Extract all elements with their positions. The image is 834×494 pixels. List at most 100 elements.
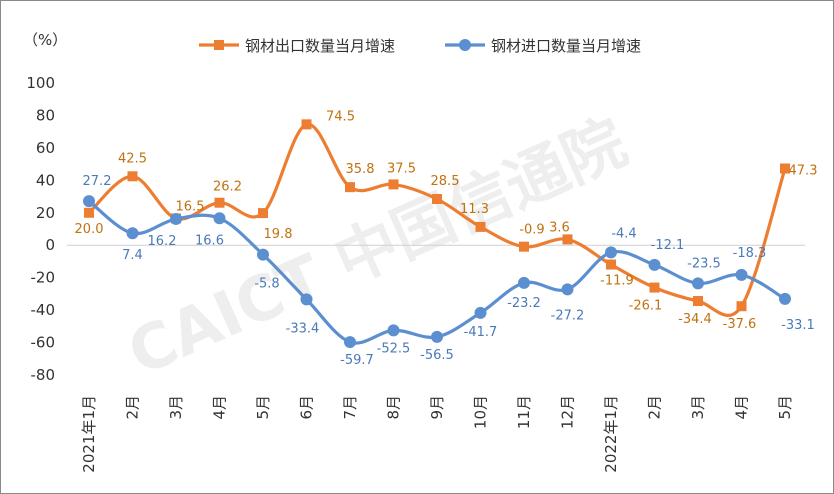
point-export — [475, 221, 486, 232]
series-import — [83, 195, 791, 349]
data-label-import: -41.7 — [464, 325, 498, 340]
point-import — [518, 276, 530, 289]
point-import — [648, 258, 661, 271]
x-axis: 2021年1月 2月 3月 4月 5月 6月 7月 8月 9月 10月 11月 12月 2022年1月 2… — [67, 244, 805, 473]
legend-marker-export — [214, 40, 224, 50]
data-label-import: -59.7 — [340, 353, 374, 368]
point-export — [562, 234, 573, 245]
data-label-import: -33.4 — [286, 321, 320, 336]
data-label-export: -11.9 — [600, 274, 634, 289]
data-label-export: -0.9 — [519, 223, 544, 238]
point-import — [779, 292, 791, 305]
data-label-export: 35.8 — [346, 162, 375, 177]
y-tick-label: -20 — [31, 269, 56, 287]
point-import — [126, 227, 139, 240]
point-import — [83, 195, 95, 208]
point-export — [214, 197, 225, 208]
data-label-import: -4.4 — [611, 226, 636, 241]
point-export — [606, 259, 616, 270]
data-label-export: -34.4 — [678, 312, 712, 327]
data-label-import: 16.6 — [195, 233, 224, 248]
data-label-export: 28.5 — [431, 174, 460, 189]
x-tick-label: 10月 — [472, 395, 490, 429]
legend-marker-import — [459, 39, 471, 51]
series-layer — [83, 119, 791, 349]
y-tick-label: 0 — [45, 236, 55, 254]
data-labels-layer: 20.0 42.5 16.5 26.2 19.8 74.5 35.8 37.5 28.511.3… — [75, 109, 818, 368]
x-tick-label: 12月 — [559, 395, 577, 429]
data-label-import: 16.2 — [148, 234, 177, 249]
data-label-import: 7.4 — [122, 248, 143, 263]
x-tick-label: 4月 — [733, 395, 751, 420]
legend-label-import: 钢材进口数量当月增速 — [491, 37, 641, 55]
x-tick-label: 2月 — [646, 395, 664, 420]
data-label-export: -26.1 — [629, 299, 663, 314]
y-axis: （%） 100 80 60 40 20 0 -20 -40 -60 -80 — [23, 31, 67, 384]
data-label-import: -52.5 — [377, 341, 411, 356]
point-export — [780, 163, 790, 174]
legend-item-export: 钢材出口数量当月增速 — [199, 37, 395, 55]
data-label-import: -56.5 — [420, 348, 454, 363]
point-export — [258, 208, 268, 219]
x-tick-label: 11月 — [515, 395, 533, 429]
x-tick-label: 8月 — [385, 395, 403, 420]
y-tick-label: 40 — [36, 171, 55, 189]
data-label-export: 3.6 — [549, 220, 570, 235]
data-label-export: 19.8 — [264, 227, 293, 242]
point-export — [736, 301, 747, 312]
y-unit-label: （%） — [23, 31, 67, 49]
point-import — [257, 248, 269, 261]
point-import — [692, 277, 704, 290]
data-label-export: 20.0 — [75, 222, 104, 237]
legend-label-export: 钢材出口数量当月增速 — [245, 37, 395, 55]
y-tick-label: -60 — [31, 334, 56, 352]
data-label-export: 16.5 — [176, 199, 205, 214]
point-export — [693, 296, 703, 307]
x-tick-label: 3月 — [689, 395, 707, 420]
data-label-export: 26.2 — [213, 180, 242, 195]
x-tick-label: 9月 — [428, 395, 446, 420]
point-import — [170, 212, 182, 225]
data-label-import: -23.5 — [687, 256, 721, 271]
data-label-import: -5.8 — [254, 277, 279, 292]
point-export — [301, 119, 312, 130]
x-tick-label: 7月 — [341, 395, 359, 420]
y-tick-label: -80 — [31, 366, 56, 384]
data-label-import: -18.3 — [733, 246, 767, 261]
point-export — [388, 179, 399, 190]
point-import — [213, 212, 226, 225]
data-label-import: 27.2 — [83, 174, 112, 189]
data-label-export: 74.5 — [326, 109, 355, 124]
point-import — [344, 336, 356, 349]
data-label-import: -12.1 — [651, 238, 685, 253]
data-label-import: -27.2 — [551, 308, 585, 323]
point-export — [345, 182, 355, 193]
point-export — [432, 193, 442, 204]
data-label-export: 11.3 — [460, 202, 489, 217]
point-export — [84, 207, 94, 218]
data-label-export: 42.5 — [118, 151, 147, 166]
data-label-import: -33.1 — [781, 318, 815, 333]
point-import — [605, 246, 617, 259]
data-label-export: 47.3 — [789, 163, 818, 178]
point-import — [431, 330, 443, 343]
point-export — [127, 171, 138, 182]
point-import — [735, 268, 748, 281]
x-tick-label: 2022年1月 — [602, 395, 620, 473]
x-tick-label: 6月 — [298, 395, 316, 420]
series-export — [84, 119, 790, 317]
point-import — [474, 306, 487, 319]
x-tick-label: 3月 — [167, 395, 185, 420]
legend: 钢材出口数量当月增速 钢材进口数量当月增速 — [199, 37, 641, 55]
data-label-export: 37.5 — [387, 161, 416, 176]
y-tick-label: 20 — [36, 204, 55, 222]
x-tick-label: 5月 — [776, 395, 794, 420]
point-export — [649, 282, 660, 293]
y-tick-label: 100 — [26, 74, 55, 92]
point-import — [300, 293, 313, 306]
y-tick-label: -40 — [31, 301, 56, 319]
point-import — [561, 283, 574, 296]
data-label-import: -23.2 — [507, 296, 541, 311]
